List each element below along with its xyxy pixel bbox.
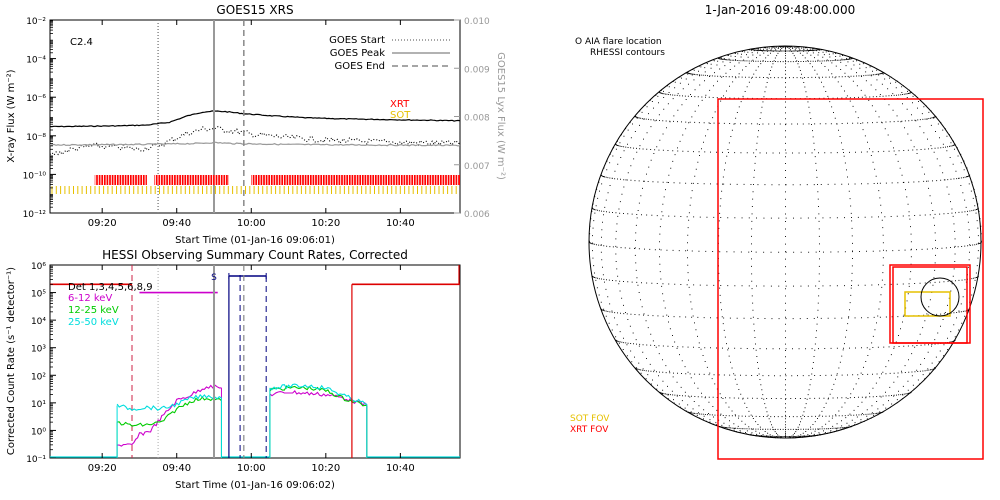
goes-y2-tick-label-0: 0.006 xyxy=(464,210,490,220)
solar-grid-dots xyxy=(589,45,982,439)
hessi-x-ticks: 09:20 09:40 10:00 10:20 10:40 xyxy=(88,265,415,474)
hessi-background-lines xyxy=(131,265,159,458)
hessi-x-tick-label-0: 09:20 xyxy=(88,463,117,474)
hessi-y-tick-label-0: 10⁻¹ xyxy=(26,455,46,465)
goes-y-tick-label-4: 10⁻⁴ xyxy=(26,56,46,66)
goes-legend: GOES Start GOES Peak GOES End xyxy=(329,35,450,72)
hessi-x-axis-label: Start Time (01-Jan-16 09:06:02) xyxy=(175,480,335,491)
goes-flare-class: C2.4 xyxy=(70,37,93,48)
hessi-panel: HESSI Observing Summary Count Rates, Cor… xyxy=(6,248,461,491)
goes-y2-ticks: 0.006 0.007 0.008 0.009 0.010 xyxy=(454,17,490,220)
goes-xrs-panel: GOES15 XRS 09:20 09:40 10:00 10:20 10:40 10⁻… xyxy=(6,3,506,246)
goes-series-short xyxy=(49,125,461,156)
solar-disk-panel: 1-Jan-2016 09:48:00.000 O AIA flare loca… xyxy=(570,3,984,460)
goes-y-tick-label-5: 10⁻² xyxy=(26,17,46,27)
goes-y-tick-label-2: 10⁻⁸ xyxy=(26,133,46,143)
goes-observation-bars xyxy=(51,175,460,194)
hessi-y-tick-label-6: 10⁵ xyxy=(31,290,46,300)
goes-legend-entry-2: GOES End xyxy=(335,61,385,72)
goes-x-ticks: 09:20 09:40 10:00 10:20 10:40 xyxy=(88,20,415,229)
goes-x-tick-label-4: 10:40 xyxy=(386,218,415,229)
hessi-y-tick-label-3: 10² xyxy=(31,372,46,382)
goes-x-tick-label-3: 10:20 xyxy=(311,218,340,229)
goes-y-axis-label: X-ray Flux (W m⁻²) xyxy=(6,69,17,162)
xrt-fov-small-2 xyxy=(892,266,968,344)
hessi-y-tick-label-4: 10³ xyxy=(31,345,46,355)
goes-y2-axis-label: GOES15 Lyx Flux (W m⁻²) xyxy=(495,52,506,180)
hessi-x-tick-label-2: 10:00 xyxy=(237,463,266,474)
hessi-y-tick-label-5: 10⁴ xyxy=(31,317,46,327)
hessi-series-group xyxy=(50,383,460,458)
goes-x-tick-label-0: 09:20 xyxy=(88,218,117,229)
hessi-legend-12-25: 12-25 keV xyxy=(68,305,119,316)
xrt-fov-large xyxy=(717,98,984,460)
hessi-detector-label: Det 1,3,4,5,6,8,9 xyxy=(68,282,153,293)
goes-x-axis-label: Start Time (01-Jan-16 09:06:01) xyxy=(175,235,335,246)
goes-series-group xyxy=(49,110,461,156)
hessi-y-tick-label-7: 10⁶ xyxy=(31,262,46,272)
hessi-overlay-lines xyxy=(50,265,460,458)
hessi-y-ticks: 10⁻¹ 10⁰ 10¹ 10² 10³ 10⁴ 10⁵ 10⁶ xyxy=(26,262,56,465)
disk-xrt-fov-label: XRT FOV xyxy=(570,425,609,435)
goes-y2-tick-label-2: 0.008 xyxy=(464,114,490,124)
goes-y-tick-label-3: 10⁻⁶ xyxy=(26,94,46,104)
hessi-plot-frame xyxy=(49,264,461,459)
disk-annotation-rhessi: RHESSI contours xyxy=(590,48,665,58)
sot-fov xyxy=(904,291,951,317)
goes-series-lyx xyxy=(49,141,461,147)
goes-series-long xyxy=(50,110,461,128)
goes-y2-tick-label-4: 0.010 xyxy=(464,17,490,27)
hessi-legend-6-12: 6-12 keV xyxy=(68,293,112,304)
hessi-y-axis-label: Corrected Count Rate (s⁻¹ detector⁻¹) xyxy=(6,267,17,455)
hessi-series-6-12-keV-part-0 xyxy=(117,384,222,447)
solar-limb xyxy=(588,45,982,439)
hessi-saa-label: S xyxy=(211,273,217,283)
goes-xrt-label: XRT xyxy=(390,99,410,110)
hessi-y-tick-label-1: 10⁰ xyxy=(31,427,46,437)
xrt-obs-band-0 xyxy=(94,175,147,185)
goes-chart-title: GOES15 XRS xyxy=(216,3,293,17)
goes-legend-entry-1: GOES Peak xyxy=(330,48,385,59)
goes-x-tick-label-1: 09:40 xyxy=(162,218,191,229)
hessi-y-tick-label-2: 10¹ xyxy=(31,400,46,410)
disk-annotation-aia: O AIA flare location xyxy=(575,37,662,47)
xrt-obs-band-2 xyxy=(251,175,460,185)
goes-x-tick-label-2: 10:00 xyxy=(237,218,266,229)
hessi-legend-25-50: 25-50 keV xyxy=(68,317,119,328)
goes-sot-label: SOT xyxy=(390,110,411,121)
hessi-series-25-50-keV-part-0 xyxy=(116,393,222,411)
hessi-chart-title: HESSI Observing Summary Count Rates, Cor… xyxy=(102,248,408,262)
hessi-x-tick-label-4: 10:40 xyxy=(386,463,415,474)
hessi-x-tick-label-3: 10:20 xyxy=(311,463,340,474)
goes-y-tick-label-0: 10⁻¹² xyxy=(23,210,47,220)
disk-title: 1-Jan-2016 09:48:00.000 xyxy=(705,3,855,17)
goes-legend-entry-0: GOES Start xyxy=(329,35,385,46)
goes-y2-tick-label-3: 0.009 xyxy=(464,65,490,75)
disk-sot-fov-label: SOT FOV xyxy=(570,414,610,424)
hessi-x-tick-label-1: 09:40 xyxy=(162,463,191,474)
goes-y-ticks: 10⁻¹² 10⁻¹⁰ 10⁻⁸ 10⁻⁶ 10⁻⁴ 10⁻² xyxy=(23,17,56,220)
goes-y-tick-label-1: 10⁻¹⁰ xyxy=(23,171,47,181)
hessi-series-12-25-keV-part-0 xyxy=(117,396,222,427)
hessi-series-25-50-keV-part-1 xyxy=(269,383,367,405)
lat-lon-grid-dots xyxy=(589,45,982,439)
goes-y2-tick-label-1: 0.007 xyxy=(464,162,490,172)
rhessi-contour xyxy=(920,277,960,317)
